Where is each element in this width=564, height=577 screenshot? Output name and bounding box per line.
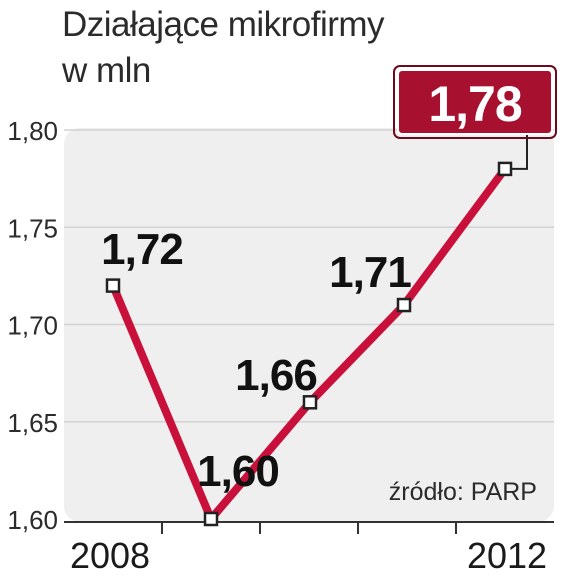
chart-title: Działające mikrofirmy w mln <box>62 2 385 94</box>
data-point <box>203 511 219 527</box>
data-point <box>497 161 513 177</box>
data-label: 1,60 <box>197 447 279 496</box>
series-line <box>105 161 513 527</box>
title-line-2: w mln <box>62 51 151 90</box>
data-label: 1,66 <box>235 351 317 400</box>
x-axis: 2008 2012 <box>64 521 554 576</box>
y-tick-label: 1,60 <box>7 505 58 535</box>
y-tick-label: 1,80 <box>7 116 58 146</box>
data-point <box>105 278 121 293</box>
y-tick-label: 1,65 <box>7 408 58 438</box>
y-tick-label: 1,70 <box>7 311 58 341</box>
highlight-box <box>397 69 553 135</box>
highlight-label: 1,78 <box>428 76 522 132</box>
highlight-box-border <box>393 65 557 139</box>
data-labels: 1,72 1,60 1,66 1,71 1,78 <box>101 65 557 496</box>
x-tick-label: 2012 <box>467 535 547 576</box>
source-note: źródło: PARP <box>389 478 537 506</box>
title-line-1: Działające mikrofirmy <box>62 5 385 44</box>
highlight-connector <box>511 128 528 170</box>
data-label: 1,71 <box>329 248 411 297</box>
y-tick-label: 1,75 <box>7 213 58 243</box>
y-axis-ticks: 1,60 1,65 1,70 1,75 1,80 <box>7 116 58 535</box>
data-point <box>396 297 412 313</box>
data-point <box>302 395 318 410</box>
data-label: 1,72 <box>101 225 183 274</box>
x-tick-label: 2008 <box>70 535 150 576</box>
